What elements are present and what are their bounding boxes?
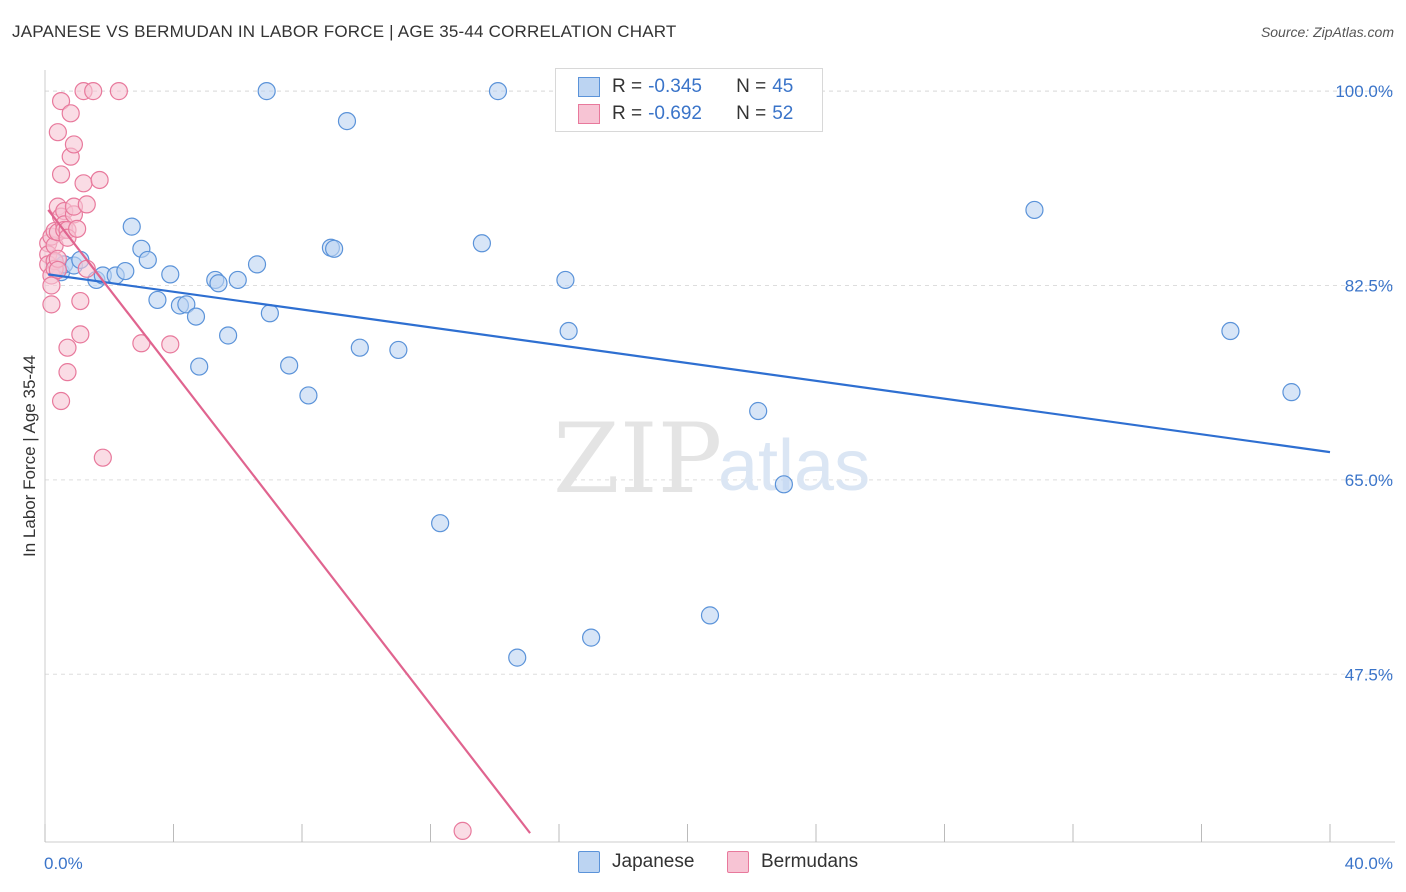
data-point xyxy=(42,295,61,314)
y-tick-label: 47.5% xyxy=(1345,665,1393,684)
legend-swatch-japanese xyxy=(578,77,600,97)
data-point xyxy=(109,82,128,101)
data-point xyxy=(190,357,209,376)
data-point xyxy=(61,104,80,123)
legend-r-label: R = xyxy=(612,103,643,124)
trend-line-bermudans xyxy=(47,209,531,834)
legend-n-value: 52 xyxy=(772,103,794,124)
legend-swatch-japanese xyxy=(578,851,600,873)
data-point xyxy=(51,391,71,411)
data-point xyxy=(337,111,357,131)
data-point xyxy=(84,82,103,101)
data-point xyxy=(228,270,247,290)
data-point xyxy=(389,340,408,360)
gridlines xyxy=(45,90,1395,675)
data-point xyxy=(247,255,267,274)
data-point xyxy=(116,261,135,281)
data-point xyxy=(700,606,720,625)
trend-line-japanese xyxy=(48,273,1331,454)
legend-n-label: N = xyxy=(736,103,767,124)
data-point xyxy=(774,475,793,494)
data-points xyxy=(39,82,1301,840)
watermark: ZIP atlas xyxy=(553,403,870,515)
legend-row-japanese: R = -0.345 N = 45 xyxy=(578,74,799,100)
data-point xyxy=(148,290,167,310)
data-point xyxy=(161,265,180,284)
data-point xyxy=(58,338,77,357)
legend-r-label: R = xyxy=(612,76,643,97)
legend-row-bermudans: R = -0.692 N = 52 xyxy=(578,101,799,127)
data-point xyxy=(1025,200,1044,220)
series-japanese xyxy=(45,82,1301,667)
legend-swatch-bermudans xyxy=(727,851,749,873)
data-point xyxy=(472,234,491,253)
data-point xyxy=(177,295,196,314)
data-point xyxy=(51,92,71,111)
data-point xyxy=(488,82,508,101)
watermark-atlas: atlas xyxy=(718,426,870,506)
data-point xyxy=(325,239,344,258)
legend-swatch-bermudans xyxy=(578,104,600,124)
source-label: Source: ZipAtlas.com xyxy=(1260,24,1394,40)
y-tick-label: 82.5% xyxy=(1345,276,1393,295)
data-point xyxy=(71,291,90,311)
data-point xyxy=(431,514,450,533)
x-tick-label: 40.0% xyxy=(1345,854,1393,873)
data-point xyxy=(453,821,472,840)
data-point xyxy=(132,334,151,353)
legend-label-japanese: Japanese xyxy=(612,851,695,872)
legend-n-value: 45 xyxy=(772,76,794,97)
watermark-zip: ZIP xyxy=(553,403,722,515)
data-point xyxy=(90,170,109,190)
data-point xyxy=(58,363,77,382)
series-legend: Japanese Bermudans xyxy=(0,851,1406,877)
data-point xyxy=(77,195,96,214)
legend-item-japanese: Japanese xyxy=(578,851,694,873)
data-point xyxy=(161,335,180,354)
data-point xyxy=(42,276,61,295)
data-point xyxy=(51,165,71,184)
data-point xyxy=(1282,383,1301,402)
data-point xyxy=(260,304,279,323)
chart-title: JAPANESE VS BERMUDAN IN LABOR FORCE | AG… xyxy=(12,22,677,41)
y-tick-label: 100.0% xyxy=(1335,82,1393,101)
data-point xyxy=(350,338,369,357)
legend-item-bermudans: Bermudans xyxy=(727,851,858,873)
data-point xyxy=(582,628,601,647)
data-point xyxy=(74,174,93,193)
data-point xyxy=(48,123,67,142)
legend-r-value: -0.692 xyxy=(648,103,702,124)
data-point xyxy=(68,219,87,238)
data-point xyxy=(219,326,238,345)
data-point xyxy=(280,356,299,375)
data-point xyxy=(508,648,527,667)
y-tick-labels: 47.5% 65.0% 82.5% 100.0% xyxy=(1335,82,1393,684)
data-point xyxy=(64,135,84,154)
x-tick-label: 0.0% xyxy=(44,854,83,873)
y-tick-label: 65.0% xyxy=(1345,471,1393,490)
data-point xyxy=(138,250,157,270)
data-point xyxy=(299,386,318,405)
legend-r-value: -0.345 xyxy=(648,76,702,97)
y-axis-label: In Labor Force | Age 35-44 xyxy=(20,355,39,557)
data-point xyxy=(749,401,768,421)
data-point xyxy=(559,321,578,341)
x-tick-labels: 0.0% 40.0% xyxy=(44,854,1393,873)
data-point xyxy=(1221,321,1240,341)
series-bermudans xyxy=(39,82,472,840)
data-point xyxy=(71,325,90,344)
data-point xyxy=(556,270,575,290)
data-point xyxy=(186,307,206,326)
correlation-legend: R = -0.345 N = 45 R = -0.692 N = 52 xyxy=(555,68,823,132)
trend-lines xyxy=(47,209,1331,834)
data-point xyxy=(257,82,276,101)
data-point xyxy=(209,274,228,293)
legend-n-label: N = xyxy=(736,76,767,97)
data-point xyxy=(93,448,112,467)
data-point xyxy=(122,217,141,236)
legend-label-bermudans: Bermudans xyxy=(761,851,859,872)
axes xyxy=(44,70,1395,843)
